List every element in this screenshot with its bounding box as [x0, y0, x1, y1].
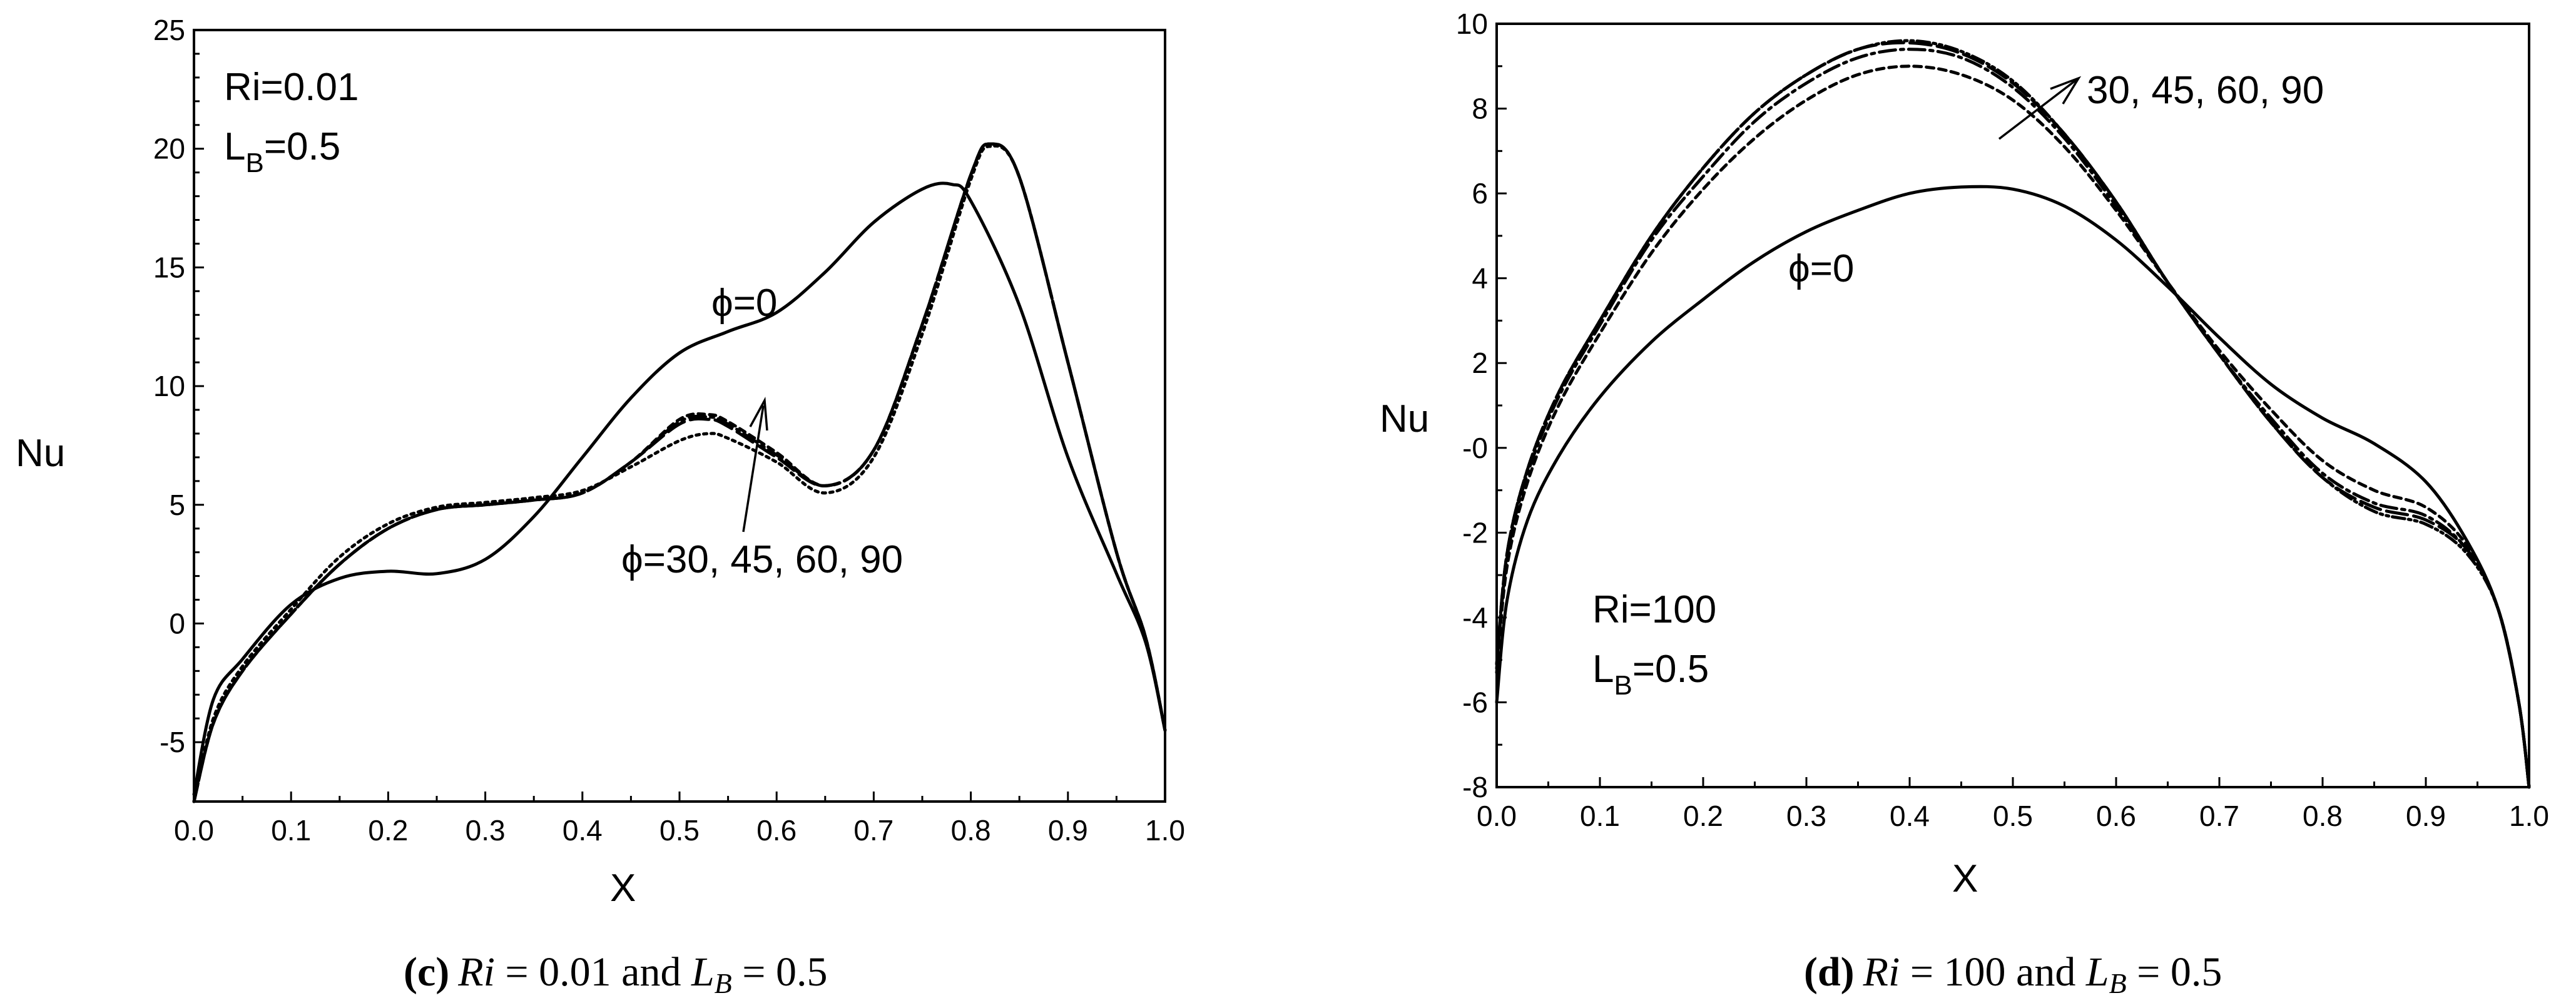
annotation-phi-group-c: ϕ=30, 45, 60, 90 [621, 538, 903, 581]
series-line-c-2 [192, 142, 1167, 803]
series-line-c-3 [192, 142, 1167, 803]
x-tick-label: 0.2 [1683, 800, 1723, 832]
annotation-ri-d: Ri=100 [1592, 588, 1716, 631]
y-axis-label-c: Nu [16, 432, 65, 475]
x-tick-label: 0.6 [756, 814, 797, 847]
y-tick-label: 5 [169, 489, 185, 521]
x-axis-label-c: X [610, 867, 636, 910]
annotation-arrowhead-c [749, 397, 768, 431]
x-tick-label: 0.4 [563, 814, 603, 847]
y-tick-label: -4 [1462, 601, 1488, 634]
y-tick-label: -5 [160, 726, 185, 758]
y-tick-label: 6 [1472, 177, 1488, 210]
caption-c: (c) Ri = 0.01 and LB = 0.5 [404, 949, 828, 999]
x-tick-label: 0.5 [1993, 800, 2033, 832]
axes-d: 0.0 0.1 0.2 0.3 0.4 0.5 0.6 0.7 0.8 0.9 1.0 -8 -6 -4 -… [1456, 8, 2549, 832]
x-tick-label: 0.1 [1580, 800, 1620, 832]
caption-d-ri: Ri [1863, 949, 1900, 995]
annotation-lb-value-c: =0.5 [264, 125, 340, 168]
series-line-c-1 [192, 142, 1167, 803]
y-tick-label: -8 [1462, 771, 1488, 803]
series-group-c [192, 142, 1167, 803]
x-tick-label: 0.3 [466, 814, 506, 847]
x-tick-label: 0.8 [2303, 800, 2343, 832]
caption-c-ri: Ri [457, 949, 495, 995]
x-tick-label: 0.5 [659, 814, 700, 847]
caption-d-lb-text: = 0.5 [2127, 949, 2222, 995]
annotation-lb-sub-d: B [1614, 670, 1632, 701]
annotation-lb-main-d: L [1592, 648, 1614, 691]
caption-d-letter: (d) [1804, 949, 1855, 995]
y-tick-label: 10 [153, 370, 185, 402]
caption-d: (d) Ri = 100 and LB = 0.5 [1804, 949, 2222, 999]
caption-c-lb-text: = 0.5 [732, 949, 828, 995]
y-tick-label: -2 [1462, 516, 1488, 549]
y-tick-label: -6 [1462, 686, 1488, 718]
x-tick-label: 0.2 [368, 814, 408, 847]
chart-panel-c: 0.0 0.1 0.2 0.3 0.4 0.5 0.6 0.7 0.8 0.9 1.0 -5 0 5 10 1… [16, 14, 1185, 910]
y-tick-label: 4 [1472, 262, 1488, 295]
y-tick-label: 2 [1472, 347, 1488, 379]
series-line-d-1 [1495, 64, 2531, 789]
caption-d-ri-text: = 100 and [1900, 949, 2086, 995]
annotation-arrow-d [1998, 79, 2077, 140]
x-tick-label: 0.8 [951, 814, 991, 847]
y-tick-label: 25 [153, 14, 185, 46]
annotation-lb-value-d: =0.5 [1632, 648, 1709, 691]
x-axis-label-d: X [1952, 857, 1978, 900]
caption-c-lb: L [691, 949, 715, 995]
x-tick-label: 0.6 [2096, 800, 2136, 832]
axes-c: 0.0 0.1 0.2 0.3 0.4 0.5 0.6 0.7 0.8 0.9 1.0 -5 0 5 10 1… [153, 14, 1185, 847]
x-tick-label: 0.4 [1890, 800, 1930, 832]
x-tick-label: 0.9 [1048, 814, 1088, 847]
y-axis-label-d: Nu [1380, 397, 1429, 440]
annotation-phi0-c: ϕ=0 [711, 282, 777, 325]
y-tick-label: -0 [1462, 432, 1488, 464]
annotation-lb-c: LB=0.5 [224, 125, 340, 178]
y-tick-label: 10 [1456, 8, 1488, 40]
x-tick-label: 0.7 [2199, 800, 2239, 832]
annotation-arrowhead-d [2050, 76, 2082, 104]
caption-c-ri-text: = 0.01 and [495, 949, 691, 995]
series-group-d [1495, 39, 2531, 789]
y-tick-label: 0 [169, 607, 185, 639]
y-tick-label: 15 [153, 251, 185, 283]
chart-panel-d: 0.0 0.1 0.2 0.3 0.4 0.5 0.6 0.7 0.8 0.9 1.0 -8 -6 -4 -… [1380, 8, 2549, 900]
annotation-lb-d: LB=0.5 [1592, 648, 1709, 701]
x-tick-label: 0.0 [174, 814, 214, 847]
x-tick-label: 1.0 [1145, 814, 1185, 847]
caption-c-lb-sub: B [715, 967, 732, 999]
y-tick-label: 8 [1472, 93, 1488, 125]
x-tick-label: 1.0 [2509, 800, 2549, 832]
annotation-lb-sub-c: B [245, 148, 263, 178]
series-line-d-0 [1495, 185, 2531, 789]
annotation-arrow-c [742, 405, 765, 532]
x-tick-label: 0.3 [1786, 800, 1826, 832]
caption-d-lb-sub: B [2109, 967, 2127, 999]
x-tick-label: 0.7 [853, 814, 893, 847]
annotation-phi0-d: ϕ=0 [1788, 247, 1854, 290]
caption-c-letter: (c) [404, 949, 449, 995]
caption-d-lb: L [2085, 949, 2109, 995]
series-line-d-4 [1495, 39, 2531, 789]
series-line-c-0 [192, 181, 1167, 797]
series-line-c-4 [192, 144, 1167, 803]
annotation-lb-main-c: L [224, 125, 245, 168]
x-tick-label: 0.9 [2406, 800, 2446, 832]
annotation-ri-c: Ri=0.01 [224, 66, 359, 109]
annotation-phi-group-d: 30, 45, 60, 90 [2087, 69, 2324, 112]
y-tick-label: 20 [153, 133, 185, 165]
series-line-d-2 [1495, 48, 2531, 789]
x-tick-label: 0.0 [1477, 800, 1517, 832]
x-tick-label: 0.1 [271, 814, 311, 847]
